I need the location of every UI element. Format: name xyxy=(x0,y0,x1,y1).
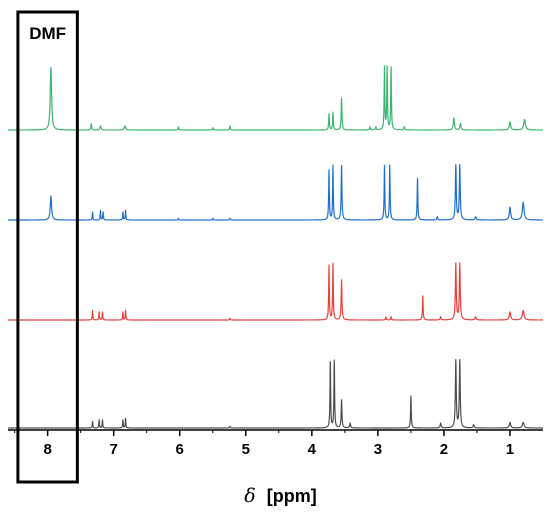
x-tick-label: 3 xyxy=(374,441,382,458)
x-tick-label: 5 xyxy=(242,441,250,458)
x-axis-title-symbol: δ xyxy=(244,485,255,507)
x-tick-label: 6 xyxy=(176,441,184,458)
x-axis-title: δ [ppm] xyxy=(244,485,316,507)
dmf-highlight-box xyxy=(16,10,79,484)
spectrum-line-2 xyxy=(7,164,544,221)
x-tick-label: 2 xyxy=(440,441,448,458)
x-tick-label: 8 xyxy=(43,441,51,458)
dmf-highlight-label: DMF xyxy=(29,24,66,43)
spectrum-line-4 xyxy=(7,359,544,429)
x-axis-title-unit: [ppm] xyxy=(267,486,317,506)
x-tick-label: 1 xyxy=(506,441,514,458)
x-tick-label: 7 xyxy=(110,441,118,458)
spectrum-line-1 xyxy=(7,64,544,131)
x-axis-ticks: 8 7 6 5 4 3 2 1 xyxy=(14,430,514,458)
spectrum-line-3 xyxy=(7,262,544,321)
x-tick-label: 4 xyxy=(308,441,317,458)
spectra-series-group xyxy=(7,64,544,429)
